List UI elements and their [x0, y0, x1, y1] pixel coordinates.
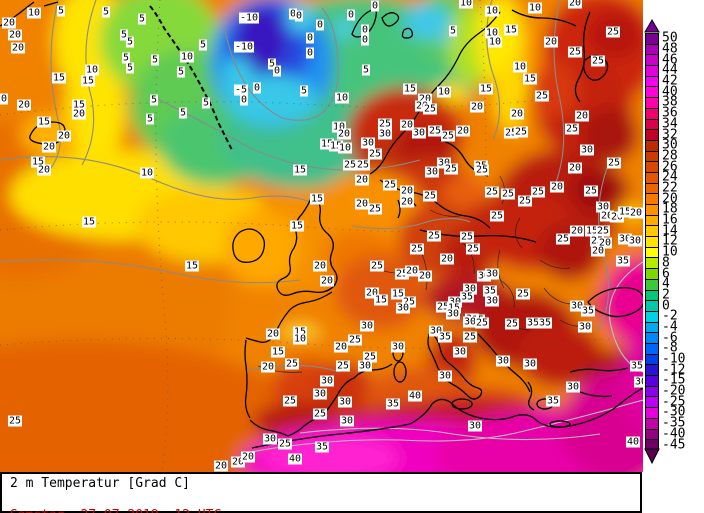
scale-value: 48 [662, 41, 678, 57]
variable-title: 2 m Temperatur [Grad C] [10, 476, 191, 491]
scale-value: -35 [662, 415, 686, 431]
temperature-colorbar: 50 48 46 44 42 40 38 36 34 32 30 28 26 24 22 20 18 16 14 12… [644, 0, 704, 472]
scale-arrow-down-icon [644, 448, 660, 464]
scale-value: 2 [662, 287, 670, 303]
scale-value: 40 [662, 84, 678, 100]
scale-value: -2 [662, 308, 678, 324]
scale-value: -12 [662, 362, 686, 378]
scale-value: 12 [662, 233, 678, 249]
scale-value: 32 [662, 127, 678, 143]
scale-value: 4 [662, 276, 670, 292]
scale-value: -25 [662, 394, 686, 410]
scale-value: 30 [662, 137, 678, 153]
scale-value: 10 [662, 244, 678, 260]
caption-line2: Samstag, 27-07-2019 12 UTC (GFS) (Freita… [2, 493, 640, 513]
scale-value: 8 [662, 255, 670, 271]
scale-value: 26 [662, 159, 678, 175]
scale-value: 24 [662, 169, 678, 185]
isotherm-contours [0, 0, 611, 373]
map-canvas [0, 0, 643, 472]
scale-value: -30 [662, 404, 686, 420]
scale-value: 28 [662, 148, 678, 164]
scale-value: -6 [662, 330, 678, 346]
scale-value: 50 [662, 30, 678, 46]
scale-value: 44 [662, 62, 678, 78]
scale-value: 0 [662, 298, 670, 314]
scale-value: 16 [662, 212, 678, 228]
temperature-field [0, 0, 643, 472]
scale-value: -45 [662, 437, 686, 453]
caption-bar: 2 m Temperatur [Grad C] Samstag, 27-07-2… [0, 472, 642, 513]
scale-value: -40 [662, 426, 686, 442]
scale-value: -15 [662, 372, 686, 388]
scale-value: -8 [662, 340, 678, 356]
scale-value: 22 [662, 180, 678, 196]
valid-datetime: Samstag, 27-07-2019 12 UTC [10, 508, 221, 513]
scale-value: 6 [662, 266, 670, 282]
scale-value: 14 [662, 223, 678, 239]
scale-arrow-up-icon [644, 19, 660, 33]
scale-value: -4 [662, 319, 678, 335]
scale-value: 42 [662, 73, 678, 89]
scale-value: 38 [662, 94, 678, 110]
scale-value: 34 [662, 116, 678, 132]
scale-value: 46 [662, 52, 678, 68]
scale-value: -20 [662, 383, 686, 399]
scale-value: -10 [662, 351, 686, 367]
temperature-map: 20 10 5 5 20 20 5 5 5 5 5 5 10 5 5 15 10 15 20 15 20 5 5 5 5 15 20… [0, 0, 643, 472]
scale-value: 20 [662, 191, 678, 207]
scale-value: 36 [662, 105, 678, 121]
scale-value: 18 [662, 201, 678, 217]
